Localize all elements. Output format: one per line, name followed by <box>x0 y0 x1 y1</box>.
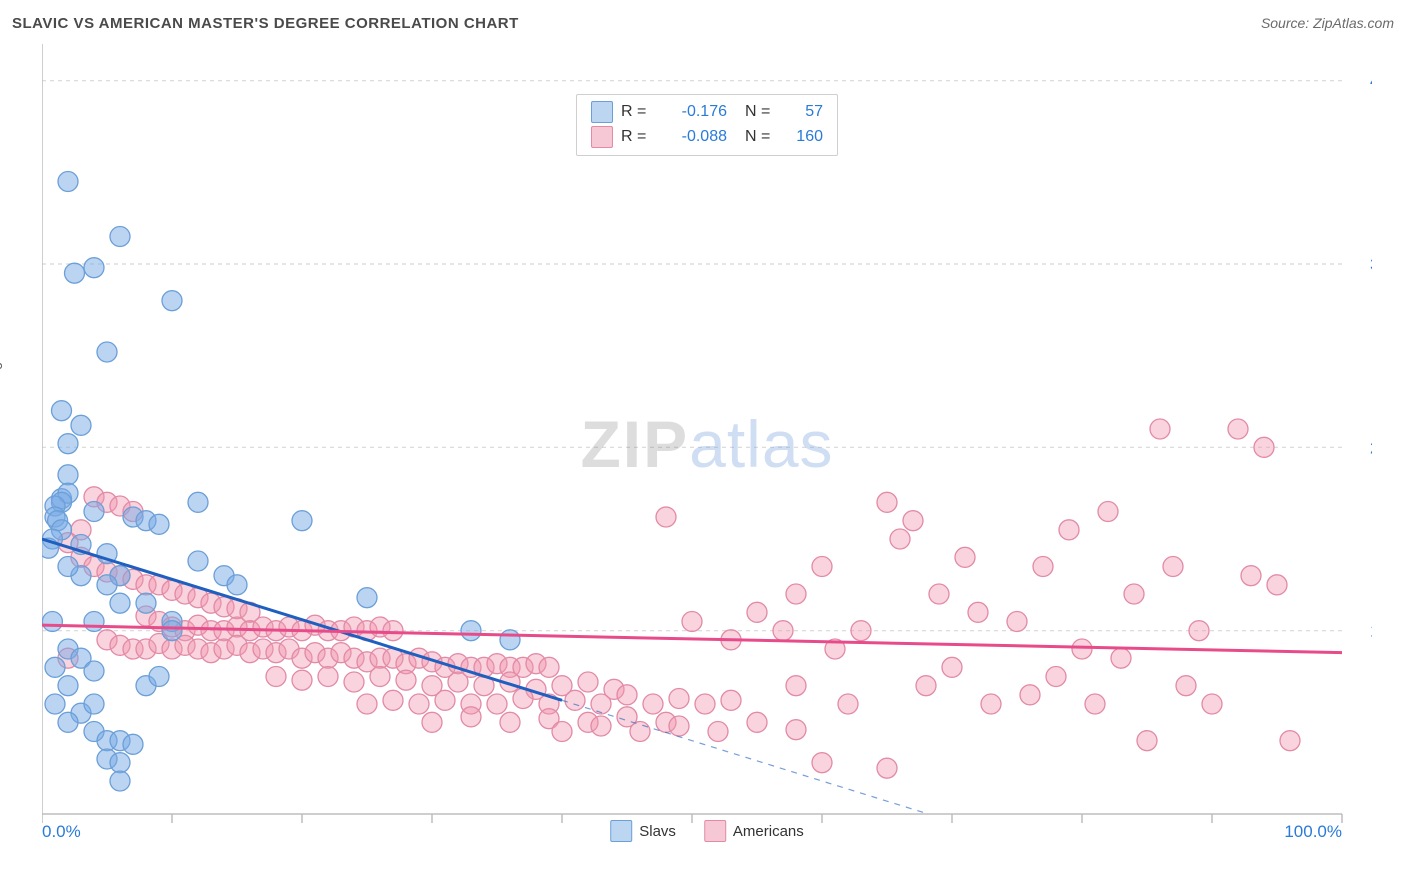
series-legend: Slavs Americans <box>610 820 804 842</box>
svg-text:30.0%: 30.0% <box>1370 255 1372 274</box>
swatch-slavs <box>610 820 632 842</box>
swatch-americans <box>591 126 613 148</box>
svg-text:10.0%: 10.0% <box>1370 622 1372 641</box>
x-axis-min-label: 0.0% <box>42 822 81 842</box>
legend-label-americans: Americans <box>733 823 804 840</box>
x-axis-max-label: 100.0% <box>1284 822 1342 842</box>
chart-title: SLAVIC VS AMERICAN MASTER'S DEGREE CORRE… <box>12 15 519 32</box>
stat-r-slavs: -0.176 <box>663 100 727 125</box>
source-label: Source: ZipAtlas.com <box>1261 15 1394 31</box>
legend-item-slavs: Slavs <box>610 820 676 842</box>
legend-label-slavs: Slavs <box>639 823 676 840</box>
stat-n-label: N = <box>745 125 775 150</box>
chart-area: Master's Degree 10.0%20.0%30.0%40.0% ZIP… <box>42 44 1372 844</box>
stat-n-label: N = <box>745 100 775 125</box>
stat-n-americans: 160 <box>783 125 823 150</box>
header-bar: SLAVIC VS AMERICAN MASTER'S DEGREE CORRE… <box>12 10 1394 36</box>
legend-item-americans: Americans <box>704 820 804 842</box>
stat-n-slavs: 57 <box>783 100 823 125</box>
stat-r-americans: -0.088 <box>663 125 727 150</box>
stat-row-slavs: R = -0.176 N = 57 <box>591 100 823 125</box>
stat-row-americans: R = -0.088 N = 160 <box>591 125 823 150</box>
swatch-slavs <box>591 101 613 123</box>
stat-r-label: R = <box>621 100 655 125</box>
svg-text:40.0%: 40.0% <box>1370 72 1372 91</box>
y-axis-label: Master's Degree <box>0 342 2 444</box>
stat-r-label: R = <box>621 125 655 150</box>
stat-legend: R = -0.176 N = 57 R = -0.088 N = 160 <box>576 94 838 156</box>
scatter-chart: 10.0% 20.0% 30.0% 40.0% <box>42 44 1372 844</box>
svg-text:20.0%: 20.0% <box>1370 438 1372 457</box>
swatch-americans <box>704 820 726 842</box>
